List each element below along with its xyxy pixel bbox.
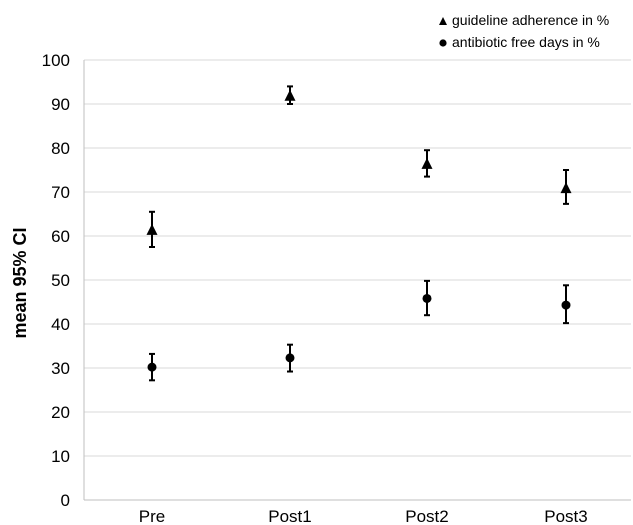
legend-label-guideline-adherence: guideline adherence in % [452,12,609,28]
axes [83,60,631,501]
data-point-triangle-pre [146,223,158,235]
y-tick-label-50: 50 [51,271,70,290]
x-category-label-pre: Pre [139,507,165,525]
legend-circle-icon [439,39,447,47]
x-category-label-post1: Post1 [268,507,311,525]
y-tick-label-30: 30 [51,359,70,378]
data-point-triangle-post2 [421,157,433,169]
gridlines [84,59,631,457]
data-series [146,85,572,382]
y-tick-label-0: 0 [61,491,70,510]
data-point-triangle-post1 [284,89,296,101]
series-guideline-adherence [146,85,572,248]
y-tick-label-70: 70 [51,183,70,202]
legend-triangle-icon [439,17,447,25]
data-point-circle-post1 [285,353,295,363]
y-tick-label-100: 100 [42,51,70,70]
x-category-label-post2: Post2 [405,507,448,525]
y-tick-labels: 0 10 20 30 40 50 60 70 80 90 100 [42,51,70,510]
data-point-circle-post2 [422,293,432,303]
y-tick-label-40: 40 [51,315,70,334]
y-tick-label-80: 80 [51,139,70,158]
legend: guideline adherence in % antibiotic free… [439,12,609,50]
y-tick-label-90: 90 [51,95,70,114]
series-antibiotic-free-days [147,279,571,382]
x-category-label-post3: Post3 [544,507,587,525]
legend-label-antibiotic-free-days: antibiotic free days in % [452,34,600,50]
y-axis-label: mean 95% CI [10,227,30,338]
y-tick-label-10: 10 [51,447,70,466]
data-point-circle-post3 [561,300,571,310]
x-category-labels: Pre Post1 Post2 Post3 [139,507,588,525]
data-point-triangle-post3 [560,182,572,194]
y-tick-label-20: 20 [51,403,70,422]
y-tick-label-60: 60 [51,227,70,246]
data-point-circle-pre [147,362,157,372]
